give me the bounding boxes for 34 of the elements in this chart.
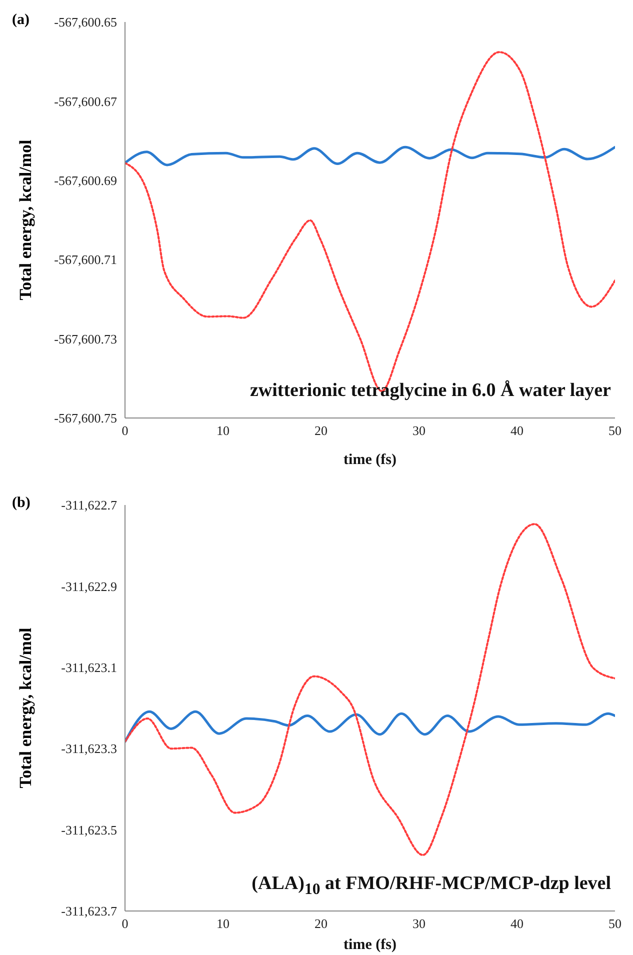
y-axis-title: Total energy, kcal/mol: [16, 140, 36, 300]
y-tick-label: -311,623.1: [61, 660, 117, 676]
x-tick-label: 20: [314, 423, 328, 438]
x-tick-label: 50: [608, 916, 622, 932]
y-tick-label: -311,623.3: [61, 741, 117, 756]
x-tick-label: 30: [412, 916, 426, 932]
x-tick-label: 10: [216, 423, 230, 438]
y-tick-label: -311,623.7: [61, 904, 118, 919]
x-axis-title: time (fs): [344, 937, 396, 953]
x-tick-label: 20: [314, 916, 328, 932]
y-tick-label: -567,600.75: [54, 410, 117, 426]
annotation: zwitterionic tetraglycine in 6.0 Å water layer: [250, 380, 611, 402]
y-tick-label: -567,600.73: [54, 331, 117, 346]
x-tick-label: 10: [216, 916, 230, 932]
x-tick-label: 50: [608, 423, 622, 438]
y-tick-label: -567,600.69: [54, 173, 117, 188]
y-axis-title: Total energy, kcal/mol: [16, 628, 36, 788]
y-tick-label: -311,623.5: [61, 822, 117, 838]
x-tick-label: 0: [122, 423, 128, 438]
x-tick-label: 30: [412, 423, 426, 438]
x-axis-title: time (fs): [344, 452, 396, 468]
y-tick-label: -567,600.67: [54, 94, 118, 109]
chart-title: (b): [12, 495, 30, 512]
x-tick-label: 0: [122, 916, 128, 932]
line-series: [125, 523, 615, 856]
x-tick-label: 40: [510, 916, 524, 932]
x-tick-label: 40: [510, 423, 524, 438]
y-tick-label: -311,622.7: [61, 498, 118, 513]
y-tick-label: -311,622.9: [61, 578, 117, 594]
annotation: (ALA)$_{10}$ at FMO/RHF-MCP/MCP-dzp level: [252, 873, 611, 899]
y-tick-label: -567,600.71: [54, 252, 117, 268]
chart-title: (a): [12, 12, 30, 29]
line-series: [125, 710, 615, 743]
y-tick-label: -567,600.65: [54, 14, 117, 30]
